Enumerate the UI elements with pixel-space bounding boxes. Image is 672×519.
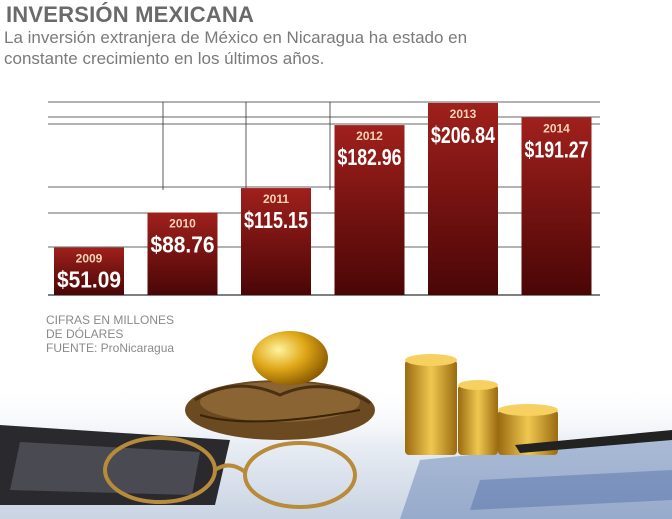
bar [521, 117, 592, 295]
source-note: FUENTE: ProNicaragua [46, 341, 175, 355]
units-note: CIFRAS EN MILLONES [46, 313, 175, 327]
golden-egg-icon [252, 331, 328, 385]
decorative-illustration [0, 331, 672, 519]
chart-title: INVERSIÓN MEXICANA [6, 2, 255, 27]
data-label: $51.09 [57, 267, 121, 293]
gridlines [48, 101, 600, 296]
data-label: $88.76 [151, 232, 215, 258]
glasses-icon [103, 436, 357, 509]
bar-chart: 2009$51.09 2010$88.76 2011$115.15 2012$182.… [48, 101, 600, 296]
bar [54, 247, 124, 295]
data-label: $206.84 [431, 122, 495, 148]
chart-notes: CIFRAS EN MILLONES DE DÓLARES FUENTE: Pr… [46, 313, 174, 355]
units-note-cont: DE DÓLARES [46, 327, 124, 341]
category-label: 2009 [76, 252, 103, 266]
bar [428, 102, 498, 295]
pen-icon [515, 430, 672, 453]
coin-stacks-icon [405, 354, 558, 455]
category-label: 2012 [356, 129, 383, 143]
category-label: 2013 [450, 107, 477, 121]
category-label: 2014 [543, 121, 570, 135]
bar [147, 212, 218, 295]
category-label: 2010 [169, 217, 196, 231]
chart-paper [400, 435, 672, 519]
bar [241, 188, 311, 295]
nest-icon [185, 380, 375, 440]
data-label: $115.15 [244, 207, 308, 233]
chart-subtitle: La inversión extranjera de México en Nic… [4, 28, 468, 68]
bars: 2009$51.09 2010$88.76 2011$115.15 2012$182.… [54, 102, 592, 295]
data-label: $182.96 [338, 144, 402, 170]
data-label: $191.27 [525, 136, 589, 162]
bar [334, 125, 405, 295]
category-label: 2011 [263, 192, 289, 206]
